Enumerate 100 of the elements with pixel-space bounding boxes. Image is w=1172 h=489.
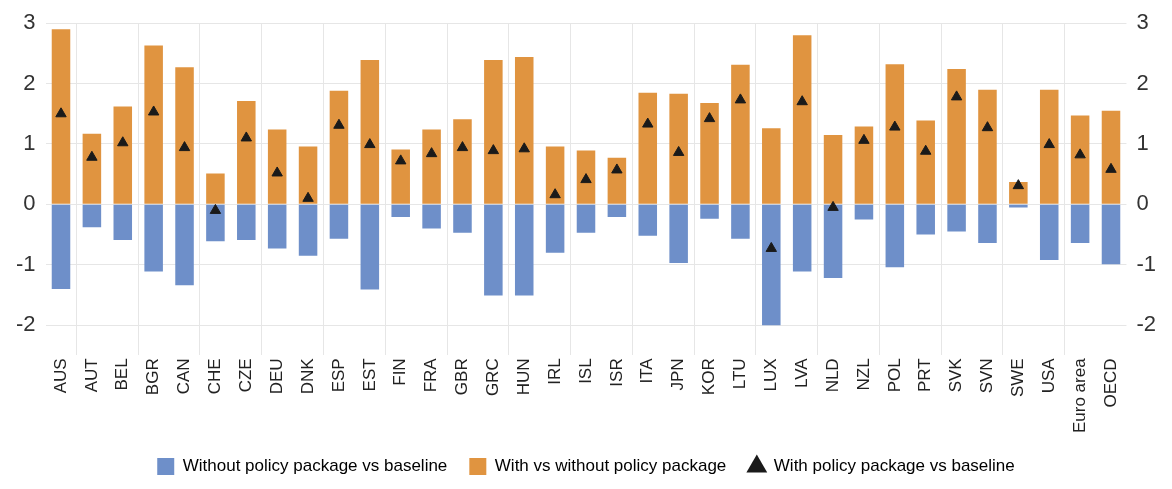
x-tick-label: AUS [50,358,70,394]
bar [885,64,905,204]
legend-label: Without policy package vs baseline [182,456,448,476]
x-tick-label: Euro area [1069,357,1089,434]
bar [329,204,349,239]
x-tick-label: HUN [513,358,533,396]
bar [947,69,966,204]
x-tick-label: SVK [946,357,966,393]
bar [669,93,688,204]
bar [638,204,658,236]
bar [545,146,565,204]
bar [422,129,441,204]
y2-tick-label: 0 [1136,190,1149,216]
bar [762,204,781,326]
x-tick-label: LTU [730,358,750,390]
bar [700,102,719,204]
point [518,142,530,153]
x-tick-label: OECD [1100,358,1120,408]
y-tick-label: -2 [16,311,36,337]
x-tick-label: FIN [390,358,410,386]
point [456,141,469,152]
bar [669,204,688,263]
point [364,138,376,149]
bar [484,60,503,204]
y2-tick-label: 3 [1136,9,1149,35]
bar [854,204,874,220]
legend-label: With vs without policy package [494,456,727,476]
point [734,93,747,104]
bar [391,149,410,204]
bar [113,204,133,240]
point [395,154,407,165]
point [703,112,716,123]
x-tick-label: LUX [760,358,780,392]
point [1105,162,1117,173]
bar [82,204,102,228]
y2-tick-label: 2 [1136,69,1149,95]
bar [144,45,163,204]
point [611,163,623,174]
point [642,117,654,128]
x-tick-label: ISL [575,358,595,384]
point [86,150,98,161]
x-tick-label: SVN [977,358,997,394]
x-tick-label: DNK [297,357,317,395]
x-tick-label: ITA [637,357,657,384]
bar [453,119,472,204]
point [147,105,160,116]
bar [916,120,935,204]
y-tick-label: 2 [23,69,36,95]
bar [545,204,565,253]
bar [51,204,71,289]
y-tick-label: 3 [23,9,36,35]
bar [113,106,133,204]
point [487,144,500,155]
x-tick-label: ISR [606,358,626,387]
bar [360,60,380,204]
point [333,118,345,129]
bar [82,133,102,204]
x-tick-label: BGR [143,358,163,396]
x-tick-label: BEL [112,358,132,391]
x-tick-label: CAN [174,358,194,395]
point [209,203,222,214]
bar [267,129,287,204]
x-tick-label: GRC [483,358,503,397]
point [981,121,994,132]
bar [1101,204,1121,265]
bar [607,204,627,218]
bar [700,204,719,219]
bar [854,126,874,204]
y-tick-label: -1 [16,250,36,276]
point [425,147,438,158]
bar [175,204,194,286]
bar [916,204,935,235]
y2-tick-label: 1 [1136,130,1149,156]
bar [298,146,318,204]
bar [175,67,194,204]
x-tick-label: NZL [853,358,873,391]
point [1043,138,1055,149]
point [302,191,314,202]
point [1012,179,1025,190]
bar [206,173,225,204]
x-tick-label: AUT [81,358,101,393]
x-tick-label: CHE [205,358,225,395]
bar [947,204,966,232]
bar [576,204,596,233]
x-tick-label: DEU [266,358,286,395]
y-tick-label: 0 [23,190,36,216]
point [240,131,252,142]
point [1074,148,1086,159]
legend-label: With policy package vs baseline [773,456,1015,476]
bar [51,29,71,204]
x-tick-label: GBR [452,358,472,396]
bar [237,204,256,240]
point [920,144,932,155]
bar [298,204,318,256]
point [889,120,901,131]
point [796,95,808,106]
bar [391,204,410,218]
point [858,133,870,144]
point [950,90,963,101]
bar [607,157,627,204]
